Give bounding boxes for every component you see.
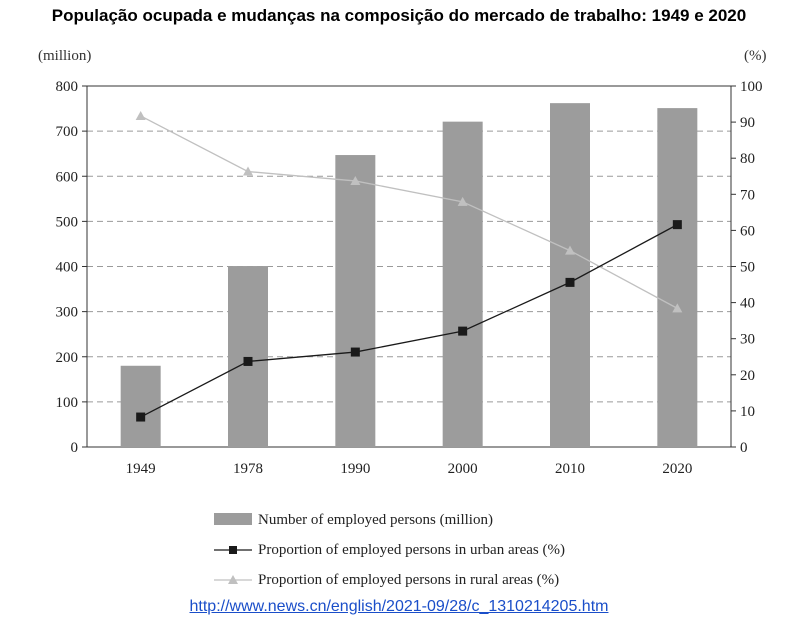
x-tick-label: 1949 (126, 461, 156, 477)
left-tick-label: 200 (56, 350, 79, 366)
rural-line (140, 115, 678, 309)
left-tick-label: 400 (56, 260, 79, 276)
right-tick-label: 60 (740, 223, 755, 239)
right-tick-label: 10 (740, 404, 755, 420)
urban-point-2010 (565, 277, 575, 287)
left-axis-unit: (million) (38, 48, 92, 64)
legend-label-employed: Number of employed persons (million) (258, 511, 493, 528)
rural-point-2020 (672, 303, 683, 313)
chart-svg: 0 100 200 300 400 500 600 700 800 0 10 20 30 40 50 60 70… (56, 79, 763, 477)
right-tick-label: 0 (740, 440, 748, 456)
left-tick-label: 300 (56, 305, 79, 321)
urban-line (140, 224, 678, 418)
bar-2000 (442, 121, 483, 448)
right-axis-unit: (%) (744, 48, 767, 64)
legend: Number of employed persons (million) Pro… (214, 505, 565, 595)
legend-urban-swatch (214, 546, 252, 554)
bar-2020 (657, 108, 698, 447)
urban-point-1949 (136, 412, 146, 422)
rural-point-1978 (243, 166, 253, 176)
rural-point-2000 (457, 196, 468, 206)
left-tick-label: 700 (56, 124, 79, 140)
legend-bar-swatch (214, 513, 252, 527)
legend-item-urban: Proportion of employed persons in urban … (214, 535, 565, 565)
left-tick-label: 600 (56, 169, 79, 185)
legend-label-rural: Proportion of employed persons in rural … (258, 571, 560, 588)
legend-rural-swatch (214, 575, 252, 584)
legend-label-urban: Proportion of employed persons in urban … (258, 541, 566, 558)
urban-point-2020 (672, 220, 682, 230)
right-tick-label: 100 (740, 79, 763, 95)
bar-1990 (335, 155, 376, 447)
x-tick-label: 2020 (662, 461, 692, 477)
urban-point-1978 (243, 356, 253, 366)
bar-1949 (120, 365, 161, 447)
source-link[interactable]: http://www.news.cn/english/2021-09/28/c_… (189, 598, 609, 615)
x-tick-label: 1978 (233, 461, 263, 477)
legend-item-bar: Number of employed persons (million) (214, 505, 565, 535)
right-tick-label: 20 (740, 368, 755, 384)
left-tick-label: 800 (56, 79, 79, 95)
urban-point-1990 (350, 347, 360, 357)
right-tick-label: 40 (740, 296, 755, 312)
x-tick-label: 1990 (340, 461, 370, 477)
rural-point-2010 (565, 245, 575, 255)
right-tick-label: 80 (740, 151, 755, 167)
legend-item-rural: Proportion of employed persons in rural … (214, 565, 565, 595)
bar-1978 (228, 266, 268, 447)
left-tick-label: 0 (71, 440, 79, 456)
right-tick-label: 30 (740, 332, 755, 348)
chart-title: População ocupada e mudanças na composiç… (51, 6, 747, 25)
urban-point-2000 (458, 326, 468, 336)
rural-point-1949 (135, 110, 146, 120)
left-tick-label: 500 (56, 214, 79, 230)
right-tick-label: 70 (740, 187, 755, 203)
right-tick-label: 90 (740, 115, 755, 131)
right-tick-label: 50 (740, 260, 755, 276)
rural-point-1990 (350, 175, 361, 185)
left-tick-label: 100 (56, 395, 79, 411)
x-tick-label: 2010 (555, 461, 585, 477)
x-tick-label: 2000 (448, 461, 478, 477)
